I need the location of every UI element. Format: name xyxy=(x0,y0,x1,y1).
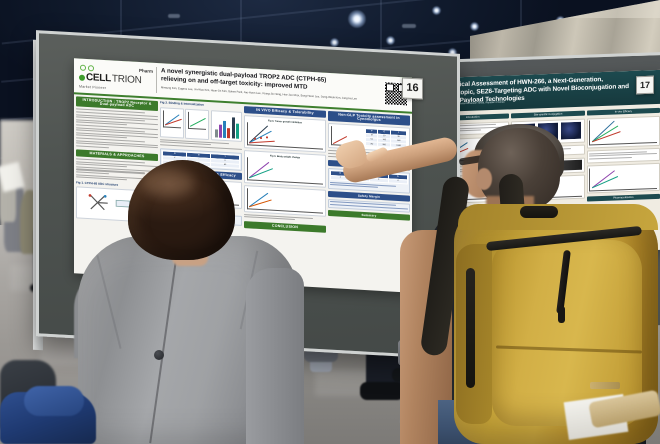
man-ear xyxy=(476,168,492,190)
shoe-behind-board xyxy=(360,382,404,400)
blazer-button xyxy=(154,350,164,360)
poster-16-figure xyxy=(160,106,184,139)
foreground-blue-bag-top xyxy=(24,386,84,416)
poster-16-figure xyxy=(185,108,210,140)
backpack-side-webbing xyxy=(466,268,475,388)
poster-17-figure xyxy=(586,115,660,149)
backpack-top-panel xyxy=(458,204,658,230)
poster-16-figure xyxy=(244,184,326,217)
celltrion-logo: CELL TRION Pharm Market Pioneer xyxy=(79,64,153,93)
backpack-grab-handle xyxy=(520,206,558,218)
poster-number-17: 17 xyxy=(636,75,654,95)
poster-16-figure-tumor-growth: Fig 3. Tumor growth inhibition xyxy=(244,114,326,153)
ceiling-light xyxy=(470,22,479,31)
header-divider xyxy=(156,66,157,94)
poster-number-16: 16 xyxy=(402,77,423,100)
logo-bullet-icon xyxy=(79,74,85,81)
blazer-shoulder-seam xyxy=(96,255,122,349)
poster-17-section-heading: Site-specific Conjugation xyxy=(511,110,585,119)
ceiling-light xyxy=(432,6,441,15)
poster-17-text-block xyxy=(586,147,660,164)
ceiling-light xyxy=(330,38,339,47)
woman-arm-right xyxy=(246,268,304,444)
ceiling-fixture xyxy=(168,14,180,18)
logo-cell-text: CELL xyxy=(86,71,111,85)
ceiling-fixture xyxy=(402,24,416,28)
poster-17-header: Preclinical Assessment of HWN-266, a Nex… xyxy=(434,69,660,113)
poster-17-section-heading: In vivo Efficacy xyxy=(586,107,660,116)
poster-16-column-4: Non-GLP Toxicity assessment in Cynomolgu… xyxy=(328,110,410,291)
poster-17-section-heading: Pharmacokinetics xyxy=(586,193,660,202)
poster-17-figure xyxy=(586,163,660,194)
backpack-zipper-pull xyxy=(558,306,565,323)
logo-trion-text: TRION xyxy=(111,73,142,87)
poster-16-figure-bars xyxy=(210,109,242,142)
poster-16-text-block xyxy=(76,108,158,153)
backpack-brand-tag xyxy=(590,382,620,389)
woman-hair xyxy=(128,160,235,260)
ceiling-light xyxy=(348,10,366,28)
logo-pharm-text: Pharm xyxy=(138,68,153,74)
ceiling-light xyxy=(386,36,395,45)
poster-16-figure-body-weight: Fig 4. Body weight change xyxy=(244,149,326,188)
